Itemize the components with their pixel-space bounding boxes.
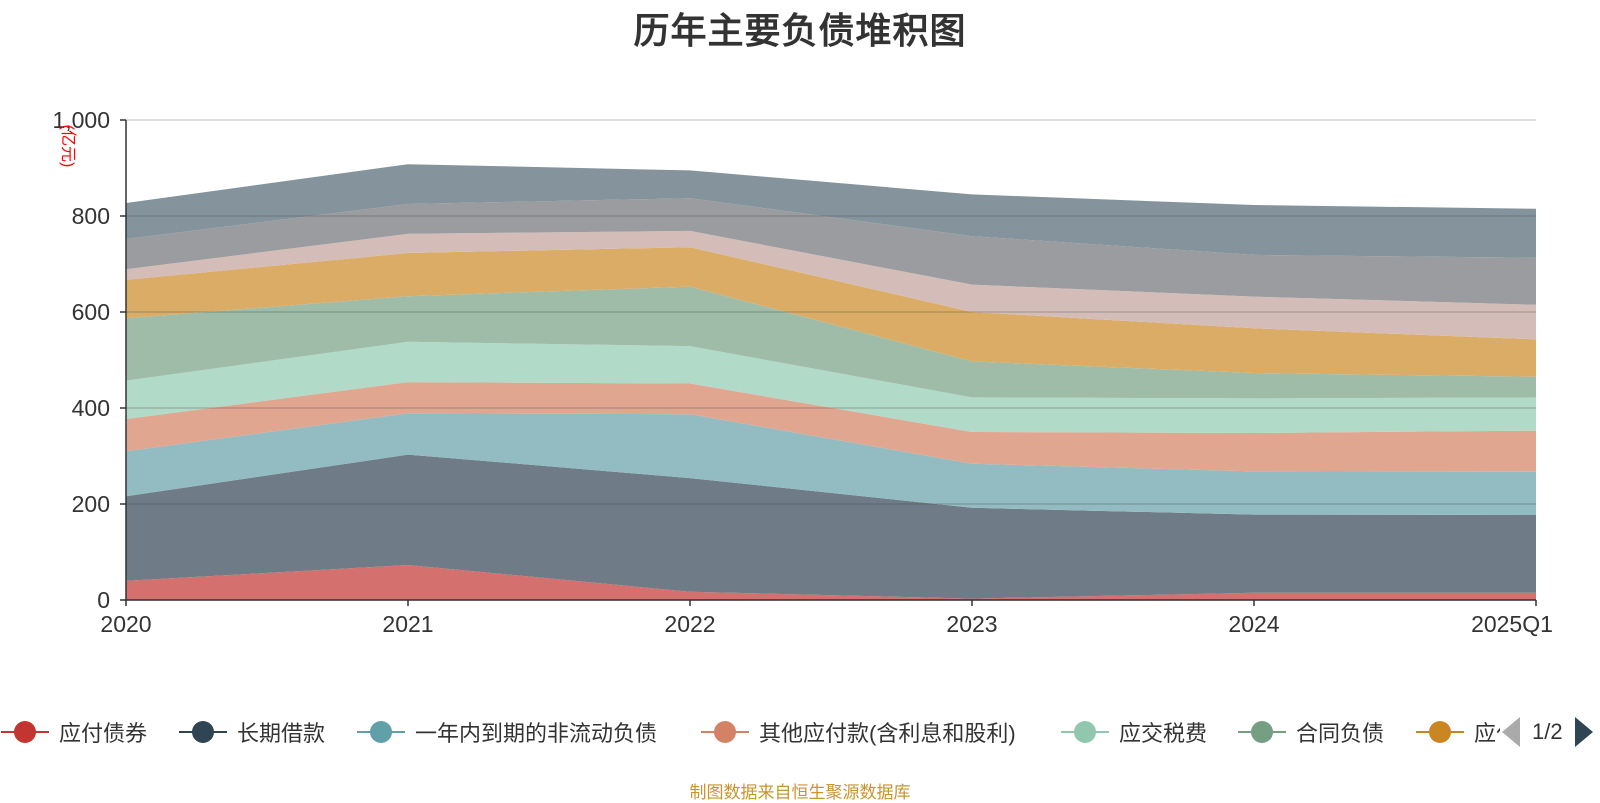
area-series-7 — [126, 230, 1536, 340]
legend-label: 应交税费 — [1119, 721, 1208, 746]
x-tick-label: 2021 — [382, 611, 433, 637]
x-tick-label: 2023 — [946, 611, 997, 637]
area-series-group — [126, 164, 1536, 600]
x-tick-label: 2024 — [1228, 611, 1279, 637]
legend-label: 一年内到期的非流动负债 — [415, 721, 658, 746]
y-axis-label: (亿元) — [59, 125, 77, 168]
legend-circle-icon — [178, 714, 228, 750]
legend-label: 其他应付款(含利息和股利) — [759, 721, 1016, 746]
legend-item[interactable]: 长期借款 — [178, 714, 325, 750]
legend-label: 合同负债 — [1296, 721, 1385, 746]
next-page-icon[interactable] — [1574, 717, 1593, 747]
y-tick-label: 200 — [72, 491, 110, 517]
legend: 应付债券 长期借款 一年内到期的非流动负债 其他应付款(含利息和股利) 应交税费 合同负债… — [0, 714, 1600, 750]
area-series-9 — [126, 164, 1536, 258]
chart-title: 历年主要负债堆积图 — [633, 10, 967, 51]
axes: 0 200 400 600 800 1,000 2020 2021 2022 2023 2024 20… — [52, 107, 1552, 637]
legend-circle-icon — [1060, 714, 1110, 750]
legend-item[interactable]: 应付债券 — [0, 714, 147, 750]
y-tick-label: 600 — [72, 299, 110, 325]
area-series-8 — [126, 198, 1536, 305]
legend-item[interactable]: 其他应付款(含利息和股利) — [700, 714, 1016, 750]
y-tick-label: 800 — [72, 203, 110, 229]
legend-label: 长期借款 — [237, 721, 326, 746]
area-series-1 — [126, 454, 1536, 599]
legend-circle-icon — [1415, 714, 1465, 750]
legend-circle-icon — [700, 714, 750, 750]
x-tick-label: 2025Q1 — [1471, 611, 1553, 637]
area-series-2 — [126, 413, 1536, 515]
x-tick-label: 2022 — [664, 611, 715, 637]
legend-item[interactable]: 应交税费 — [1060, 714, 1207, 750]
x-tick-label: 2020 — [100, 611, 151, 637]
legend-circle-icon — [0, 714, 50, 750]
y-tick-label: 400 — [72, 395, 110, 421]
area-series-3 — [126, 382, 1536, 472]
data-source-note: 制图数据来自恒生聚源数据库 — [689, 783, 911, 802]
legend-item[interactable]: 合同负债 — [1237, 714, 1384, 750]
area-series-6 — [126, 247, 1536, 377]
y-tick-label: 0 — [97, 587, 110, 613]
area-series-4 — [126, 341, 1536, 433]
stacked-area-chart: 0 200 400 600 800 1,000 2020 2021 2022 2023 2024 20… — [52, 107, 1552, 637]
legend-label: 应付债券 — [59, 721, 148, 746]
page-indicator: 1/2 — [1532, 719, 1563, 744]
legend-circle-icon — [1237, 714, 1287, 750]
legend-circle-icon — [356, 714, 406, 750]
legend-pager: 1/2 — [1500, 714, 1600, 750]
y-tick-label: 1,000 — [52, 107, 110, 133]
area-series-5 — [126, 286, 1536, 399]
area-series-0 — [126, 565, 1536, 600]
legend-item[interactable]: 一年内到期的非流动负债 — [356, 714, 657, 750]
prev-page-icon[interactable] — [1502, 717, 1520, 747]
